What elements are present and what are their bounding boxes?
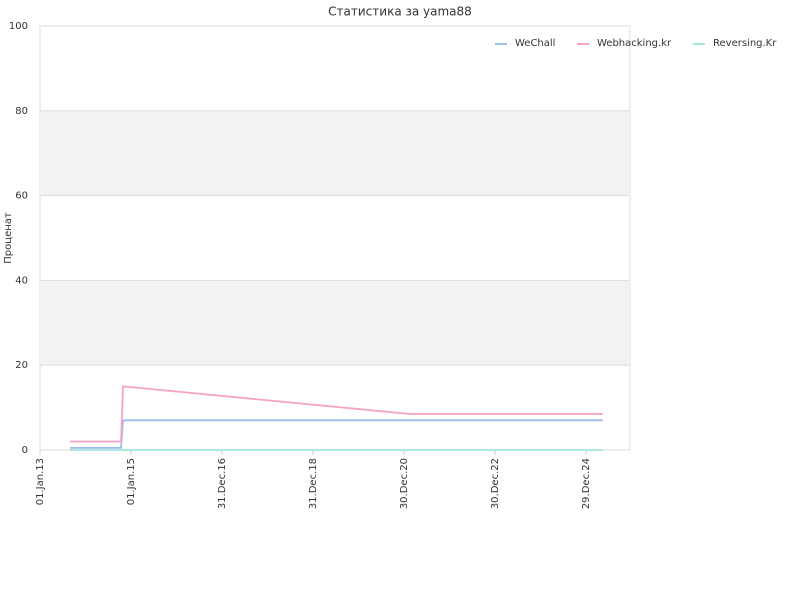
x-tick-label: 29.Dec.24 — [581, 458, 592, 509]
x-tick-label: 01.Jan.15 — [126, 458, 137, 505]
chart-title: Статистика за yama88 — [328, 5, 472, 19]
x-tick-label: 01.Jan.13 — [35, 458, 46, 505]
legend-item: WeChall — [495, 38, 555, 49]
y-tick-label: 20 — [15, 360, 28, 371]
y-tick-label: 60 — [15, 191, 28, 202]
y-tick-label: 0 — [22, 445, 28, 456]
legend-item: Reversing.Kr — [693, 38, 777, 49]
series-line — [70, 419, 603, 449]
plot-area — [39, 25, 631, 451]
series-line — [70, 385, 603, 443]
legend-label: WeChall — [515, 38, 555, 49]
legend-item: Webhacking.kr — [577, 38, 672, 49]
y-axis-label: Проценат — [3, 212, 14, 264]
x-tick-label: 30.Dec.22 — [490, 458, 501, 509]
x-tick-label: 31.Dec.18 — [308, 458, 319, 509]
x-tick-label: 30.Dec.20 — [399, 458, 410, 509]
legend-label: Reversing.Kr — [713, 38, 777, 49]
x-tick-label: 31.Dec.16 — [217, 458, 228, 509]
legend-label: Webhacking.kr — [597, 38, 672, 49]
y-tick-label: 100 — [9, 21, 28, 32]
y-tick-label: 80 — [15, 106, 28, 117]
y-tick-label: 40 — [15, 275, 28, 286]
grid-band — [40, 280, 630, 366]
grid-band — [40, 110, 630, 196]
